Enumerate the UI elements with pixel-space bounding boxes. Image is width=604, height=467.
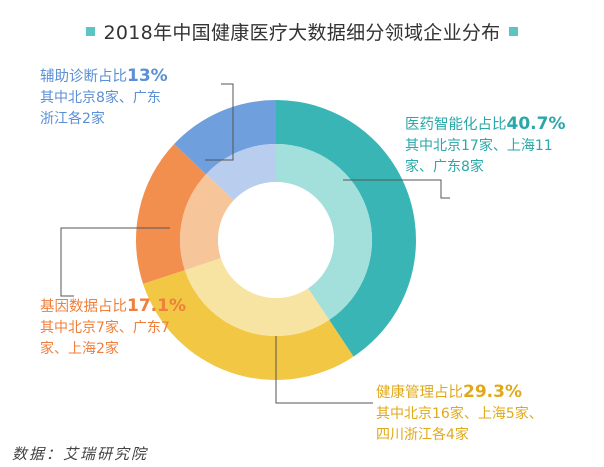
title-left-marker-icon bbox=[85, 27, 95, 36]
leader-line-health-mgmt bbox=[275, 336, 373, 404]
leader-line-diagnosis bbox=[205, 83, 234, 161]
leader-line-medical-ai bbox=[343, 179, 450, 199]
slice-detail-line: 其中北京8家、广东 bbox=[40, 90, 161, 106]
slice-health_mgmt-outer bbox=[143, 270, 354, 380]
slice-detail-line: 其中北京16家、上海5家、 bbox=[376, 406, 543, 422]
slice-name: 健康管理占比 bbox=[376, 385, 463, 401]
slice-percent: 40.7% bbox=[506, 114, 566, 134]
slice-percent: 17.1% bbox=[127, 296, 186, 316]
slice-label-genomics: 基因数据占比17.1% 其中北京7家、广东7 家、上海2家 bbox=[40, 296, 186, 360]
slice-label-health-mgmt: 健康管理占比29.3% 其中北京16家、上海5家、 四川浙江各4家 bbox=[376, 382, 543, 446]
slice-health_mgmt-inner bbox=[184, 258, 330, 336]
slice-detail-line: 浙江各2家 bbox=[40, 111, 105, 127]
slice-label-medical-ai: 医药智能化占比40.7% 其中北京17家、上海11 家、广东8家 bbox=[405, 114, 565, 178]
source-note: 数据：艾瑞研究院 bbox=[12, 445, 149, 463]
slice-detail-line: 家、上海2家 bbox=[40, 341, 119, 357]
slice-percent: 29.3% bbox=[463, 382, 522, 402]
slice-genomics-outer bbox=[136, 144, 207, 284]
inner-ring bbox=[180, 144, 373, 336]
slice-name: 基因数据占比 bbox=[40, 299, 127, 315]
donut-hole bbox=[218, 182, 334, 298]
slice-genomics-inner bbox=[180, 174, 234, 271]
slice-detail-line: 四川浙江各4家 bbox=[376, 427, 469, 443]
slice-medical_ai-outer bbox=[276, 100, 417, 357]
slice-detail-line: 家、广东8家 bbox=[405, 159, 484, 175]
slice-name: 辅助诊断占比 bbox=[40, 69, 127, 85]
leader-line-genomics bbox=[60, 227, 170, 297]
title-right-marker-icon bbox=[509, 27, 519, 36]
slice-detail-line: 其中北京17家、上海11 bbox=[405, 138, 553, 154]
slice-label-diagnosis: 辅助诊断占比13% 其中北京8家、广东 浙江各2家 bbox=[40, 66, 168, 130]
chart-title-text: 2018年中国健康医疗大数据细分领域企业分布 bbox=[103, 22, 501, 44]
slice-detail-line: 其中北京7家、广东7 bbox=[40, 320, 170, 336]
slice-diagnosis-outer bbox=[174, 100, 276, 175]
slice-medical_ai-inner bbox=[276, 144, 373, 320]
chart-title: 2018年中国健康医疗大数据细分领域企业分布 bbox=[0, 18, 604, 45]
outer-ring bbox=[136, 100, 417, 380]
slice-percent: 13% bbox=[127, 66, 168, 86]
slice-diagnosis-inner bbox=[206, 144, 276, 201]
slice-name: 医药智能化占比 bbox=[405, 117, 507, 133]
leader-lines bbox=[60, 83, 450, 404]
